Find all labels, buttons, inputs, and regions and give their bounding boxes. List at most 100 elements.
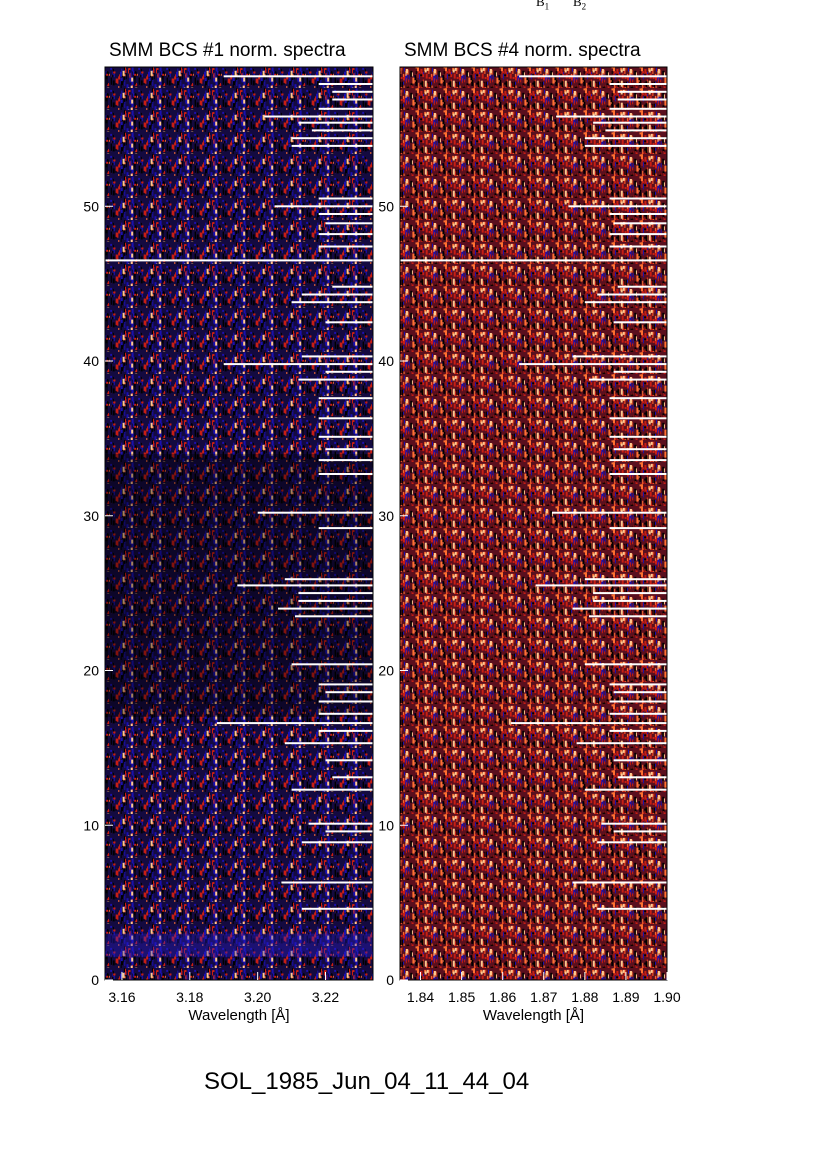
- missing-row: [605, 129, 667, 132]
- missing-row: [609, 712, 667, 715]
- missing-row: [318, 245, 373, 248]
- missing-row: [298, 378, 373, 381]
- missing-row: [291, 788, 373, 791]
- missing-row: [284, 578, 373, 581]
- y-tick-label: 50: [83, 198, 99, 214]
- missing-row: [613, 759, 667, 762]
- missing-row: [284, 742, 373, 745]
- x-tick-label: 1.89: [612, 989, 639, 1005]
- y-tick-label: 0: [386, 972, 394, 988]
- missing-row: [613, 222, 667, 225]
- missing-row: [556, 115, 667, 118]
- missing-row: [584, 301, 667, 304]
- y-tick-label: 40: [83, 353, 99, 369]
- missing-row: [318, 107, 373, 110]
- missing-row: [237, 584, 373, 587]
- missing-row: [291, 663, 373, 666]
- missing-row: [597, 293, 667, 296]
- missing-row: [311, 129, 373, 132]
- y-tick-label: 30: [378, 508, 394, 524]
- plot-frame: [104, 66, 374, 981]
- missing-row: [593, 599, 667, 602]
- missing-row: [325, 691, 373, 694]
- missing-row: [105, 259, 373, 262]
- missing-row: [552, 511, 667, 514]
- missing-row: [584, 663, 667, 666]
- missing-row: [535, 584, 667, 587]
- missing-row: [325, 448, 373, 451]
- missing-row: [400, 259, 667, 262]
- y-tick-label: 20: [83, 663, 99, 679]
- x-tick-label: 3.18: [176, 989, 203, 1005]
- missing-row: [589, 615, 667, 618]
- x-tick-label: 1.87: [530, 989, 557, 1005]
- missing-row: [617, 90, 667, 93]
- missing-row: [609, 245, 667, 248]
- missing-row: [597, 907, 667, 910]
- missing-row: [223, 363, 373, 366]
- missing-row: [609, 435, 667, 438]
- missing-row: [308, 822, 373, 825]
- missing-row: [584, 788, 667, 791]
- missing-row: [332, 776, 373, 779]
- missing-row: [318, 83, 373, 85]
- missing-row: [593, 121, 667, 124]
- missing-row: [301, 355, 373, 358]
- missing-row: [318, 397, 373, 400]
- missing-row: [593, 592, 667, 595]
- missing-row: [613, 321, 667, 324]
- missing-row: [613, 691, 667, 694]
- panel-bcs4: 1.84 1.85 1.86 1.87 1.88 1.89 1.90 0 10 20 30 40 50 W…: [378, 66, 681, 1024]
- missing-row: [264, 115, 373, 118]
- panel2-title: SMM BCS #4 norm. spectra: [404, 40, 641, 61]
- y-tick-label: 0: [91, 972, 99, 988]
- x-tick-label: 3.16: [108, 989, 135, 1005]
- x-axis-label: Wavelength [Å]: [483, 1007, 584, 1024]
- missing-row: [301, 907, 373, 910]
- missing-row: [318, 435, 373, 438]
- panel1-title: SMM BCS #1 norm. spectra: [109, 40, 346, 61]
- missing-row: [568, 205, 667, 208]
- missing-row: [278, 607, 373, 610]
- missing-row: [609, 107, 667, 110]
- missing-row: [597, 841, 667, 844]
- y-tick-label: 30: [83, 508, 99, 524]
- missing-row: [609, 683, 667, 686]
- missing-row: [519, 75, 667, 78]
- missing-row: [318, 527, 373, 530]
- missing-row: [295, 615, 373, 618]
- missing-row: [609, 417, 667, 420]
- missing-row: [332, 285, 373, 288]
- missing-row: [332, 98, 373, 101]
- blue-band: [105, 933, 373, 957]
- x-tick-label: 1.84: [407, 989, 434, 1005]
- missing-row: [572, 881, 667, 884]
- x-tick-label: 3.20: [244, 989, 271, 1005]
- missing-row: [318, 233, 373, 236]
- missing-row: [613, 448, 667, 451]
- missing-row: [291, 137, 373, 140]
- missing-row: [257, 511, 373, 514]
- heatmap-body: [105, 67, 373, 980]
- missing-row: [519, 363, 667, 366]
- missing-row: [318, 712, 373, 715]
- missing-row: [318, 473, 373, 475]
- missing-row: [332, 90, 373, 93]
- missing-row: [609, 83, 667, 85]
- missing-row: [576, 742, 667, 745]
- missing-row: [318, 417, 373, 420]
- missing-row: [613, 370, 667, 373]
- missing-row: [325, 370, 373, 373]
- y-tick-label: 50: [378, 198, 394, 214]
- missing-row: [223, 75, 373, 78]
- missing-row: [613, 830, 667, 833]
- x-tick-label: 1.88: [571, 989, 598, 1005]
- missing-row: [298, 599, 373, 602]
- b1-label: B1: [536, 0, 550, 12]
- missing-row: [216, 722, 373, 725]
- x-tick-label: 1.85: [448, 989, 475, 1005]
- missing-row: [609, 459, 667, 462]
- missing-row: [609, 527, 667, 530]
- missing-row: [572, 607, 667, 610]
- missing-row: [318, 700, 373, 703]
